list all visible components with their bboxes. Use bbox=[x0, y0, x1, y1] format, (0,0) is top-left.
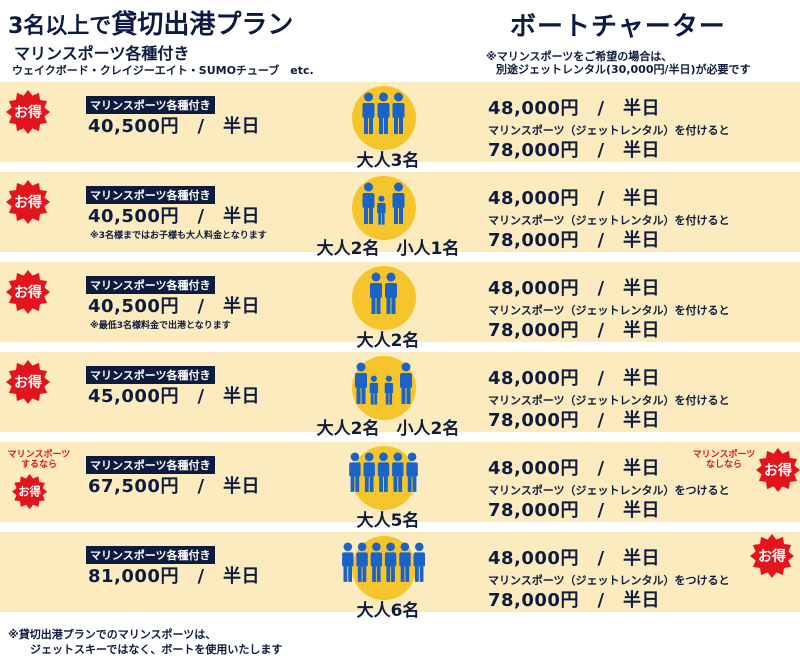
plan-title: 3名以上で貸切出港プラン bbox=[8, 4, 293, 41]
deal-badge-icon: お得 bbox=[756, 448, 800, 492]
people-label: 大人5名 bbox=[356, 511, 420, 531]
plan-price: 40,500円 / 半日 bbox=[88, 296, 261, 317]
charter-price: 48,000円 / 半日 bbox=[488, 458, 661, 479]
people-icon bbox=[342, 542, 425, 582]
people-label: 大人3名 bbox=[356, 151, 420, 171]
no-marine-sports-label: マリンスポーツ なしなら bbox=[692, 450, 756, 470]
plan-title-small: 3名以上で bbox=[8, 14, 112, 39]
charter-price: 48,000円 / 半日 bbox=[488, 188, 661, 209]
people-icon bbox=[349, 452, 418, 492]
plan-row: お得 マリンスポーツ各種付き 40,500円 / 半日 ※3名様まではお子様も大人料金… bbox=[0, 172, 800, 259]
deal-badge-icon: お得 bbox=[6, 360, 50, 404]
charter-jet-note: マリンスポーツ（ジェットレンタル）を付けると bbox=[488, 124, 730, 137]
charter-jet-note: マリンスポーツ（ジェットレンタル）を付けると bbox=[488, 214, 730, 227]
plan-title-big: 貸切出港プラン bbox=[111, 10, 294, 40]
people-label: 大人6名 bbox=[356, 601, 420, 621]
footer-note-2: ジェットスキーではなく、ボートを使用いたします bbox=[30, 643, 283, 656]
charter-jet-note: マリンスポーツ（ジェットレンタル）をつけると bbox=[488, 484, 730, 497]
charter-note-2: 別途ジェットレンタル(30,000円/半日)が必要です bbox=[496, 63, 751, 76]
charter-jet-note: マリンスポーツ（ジェットレンタル）を付けると bbox=[488, 394, 730, 407]
deal-badge-label: お得 bbox=[14, 105, 42, 121]
plan-price: 40,500円 / 半日 bbox=[88, 206, 261, 227]
plan-note: ※3名様まではお子様も大人料金となります bbox=[90, 231, 267, 241]
charter-price: 48,000円 / 半日 bbox=[488, 98, 661, 119]
people-circle bbox=[352, 266, 416, 330]
deal-badge-label: お得 bbox=[14, 195, 42, 211]
deal-badge-label: お得 bbox=[758, 549, 786, 565]
plan-price: 40,500円 / 半日 bbox=[88, 116, 261, 137]
plan-subtitle: マリンスポーツ各種付き bbox=[14, 44, 190, 63]
deal-badge-icon: お得 bbox=[6, 180, 50, 224]
charter-note-1: ※マリンスポーツをご希望の場合は、 bbox=[486, 50, 673, 63]
plan-row: お得 マリンスポーツ各種付き 40,500円 / 半日 ※最低3名様料金で出港となりま… bbox=[0, 262, 800, 351]
marine-sports-tag: マリンスポーツ各種付き bbox=[86, 546, 215, 564]
marine-sports-tag: マリンスポーツ各種付き bbox=[86, 366, 215, 384]
charter-price-with-jet: 78,000円 / 半日 bbox=[488, 500, 661, 521]
marine-sports-if-label: マリンスポーツ するなら bbox=[7, 450, 71, 470]
charter-price-with-jet: 78,000円 / 半日 bbox=[488, 590, 661, 611]
plan-row: マリンスポーツ各種付き 67,500円 / 半日 大人5名 48,000円 / 半日マ… bbox=[0, 442, 800, 531]
plan-activities: ウェイクボード・クレイジーエイト・SUMOチューブ etc. bbox=[12, 64, 314, 77]
charter-price: 48,000円 / 半日 bbox=[488, 278, 661, 299]
plan-price: 81,000円 / 半日 bbox=[88, 566, 261, 587]
deal-badge-icon: お得 bbox=[6, 270, 50, 314]
people-icon bbox=[362, 182, 405, 225]
people-icon bbox=[362, 92, 405, 134]
marine-sports-tag: マリンスポーツ各種付き bbox=[86, 186, 215, 204]
charter-price-with-jet: 78,000円 / 半日 bbox=[488, 410, 661, 431]
people-label: 大人2名 小人2名 bbox=[316, 419, 460, 439]
plan-price: 67,500円 / 半日 bbox=[88, 476, 261, 497]
charter-title: ボートチャーター bbox=[510, 12, 726, 42]
plan-row: マリンスポーツ各種付き 81,000円 / 半日大人6名 48,000円 / 半日マ… bbox=[0, 532, 800, 621]
deal-badge-icon: お得 bbox=[750, 534, 794, 578]
marine-sports-tag: マリンスポーツ各種付き bbox=[86, 276, 215, 294]
deal-badge-label: お得 bbox=[18, 486, 41, 499]
charter-price: 48,000円 / 半日 bbox=[488, 548, 661, 569]
footer-note-1: ※貸切出港プランでのマリンスポーツは、 bbox=[8, 628, 217, 641]
charter-price-with-jet: 78,000円 / 半日 bbox=[488, 320, 661, 341]
deal-badge-label: お得 bbox=[764, 463, 792, 479]
people-label: 大人2名 小人1名 bbox=[316, 239, 460, 259]
marine-sports-tag: マリンスポーツ各種付き bbox=[86, 96, 215, 114]
plan-row: お得 マリンスポーツ各種付き 45,000円 / 半日大人2名 小人2名 48,000… bbox=[0, 352, 800, 439]
charter-price-with-jet: 78,000円 / 半日 bbox=[488, 140, 661, 161]
charter-jet-note: マリンスポーツ（ジェットレンタル）をつけると bbox=[488, 574, 730, 587]
charter-price: 48,000円 / 半日 bbox=[488, 368, 661, 389]
people-icon bbox=[370, 272, 397, 314]
deal-badge-label: お得 bbox=[14, 285, 42, 301]
marine-sports-tag: マリンスポーツ各種付き bbox=[86, 456, 215, 474]
people-icon bbox=[355, 362, 412, 405]
plan-price: 45,000円 / 半日 bbox=[88, 386, 261, 407]
charter-price-with-jet: 78,000円 / 半日 bbox=[488, 230, 661, 251]
charter-jet-note: マリンスポーツ（ジェットレンタル）を付けると bbox=[488, 304, 730, 317]
plan-note: ※最低3名様料金で出港となります bbox=[90, 321, 231, 331]
deal-badge-icon: お得 bbox=[12, 474, 48, 510]
deal-badge-icon: お得 bbox=[6, 90, 50, 134]
deal-badge-label: お得 bbox=[14, 375, 42, 391]
plan-row: お得 マリンスポーツ各種付き 40,500円 / 半日大人3名 48,000円 / 半… bbox=[0, 82, 800, 171]
people-label: 大人2名 bbox=[356, 331, 420, 351]
